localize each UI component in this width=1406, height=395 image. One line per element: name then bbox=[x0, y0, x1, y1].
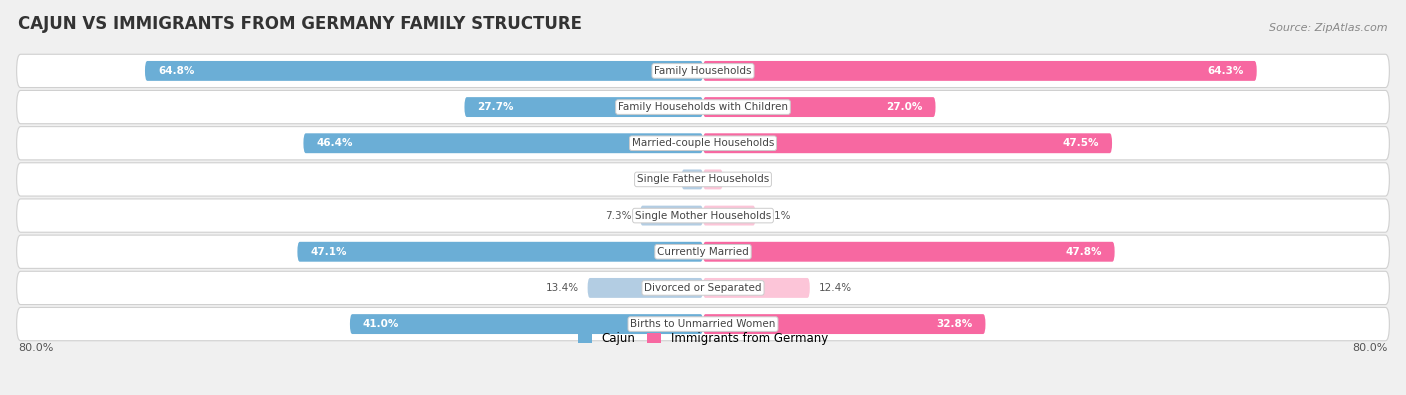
FancyBboxPatch shape bbox=[703, 169, 723, 189]
FancyBboxPatch shape bbox=[464, 97, 703, 117]
Text: Family Households with Children: Family Households with Children bbox=[619, 102, 787, 112]
Text: 47.1%: 47.1% bbox=[311, 247, 347, 257]
FancyBboxPatch shape bbox=[17, 307, 1389, 341]
FancyBboxPatch shape bbox=[17, 163, 1389, 196]
Text: 80.0%: 80.0% bbox=[18, 342, 53, 353]
Text: Currently Married: Currently Married bbox=[657, 247, 749, 257]
FancyBboxPatch shape bbox=[145, 61, 703, 81]
FancyBboxPatch shape bbox=[350, 314, 703, 334]
Text: Divorced or Separated: Divorced or Separated bbox=[644, 283, 762, 293]
FancyBboxPatch shape bbox=[703, 97, 935, 117]
FancyBboxPatch shape bbox=[703, 133, 1112, 153]
FancyBboxPatch shape bbox=[703, 206, 755, 226]
Text: 64.3%: 64.3% bbox=[1208, 66, 1244, 76]
Text: 12.4%: 12.4% bbox=[818, 283, 852, 293]
Text: 64.8%: 64.8% bbox=[157, 66, 194, 76]
Text: CAJUN VS IMMIGRANTS FROM GERMANY FAMILY STRUCTURE: CAJUN VS IMMIGRANTS FROM GERMANY FAMILY … bbox=[18, 15, 582, 33]
Text: Married-couple Households: Married-couple Households bbox=[631, 138, 775, 148]
Text: Births to Unmarried Women: Births to Unmarried Women bbox=[630, 319, 776, 329]
FancyBboxPatch shape bbox=[17, 90, 1389, 124]
Text: 2.5%: 2.5% bbox=[647, 175, 673, 184]
Text: 46.4%: 46.4% bbox=[316, 138, 353, 148]
FancyBboxPatch shape bbox=[17, 199, 1389, 232]
Text: Single Father Households: Single Father Households bbox=[637, 175, 769, 184]
Text: 41.0%: 41.0% bbox=[363, 319, 399, 329]
Legend: Cajun, Immigrants from Germany: Cajun, Immigrants from Germany bbox=[578, 332, 828, 345]
Text: 7.3%: 7.3% bbox=[605, 211, 631, 220]
Text: Family Households: Family Households bbox=[654, 66, 752, 76]
FancyBboxPatch shape bbox=[703, 61, 1257, 81]
Text: Source: ZipAtlas.com: Source: ZipAtlas.com bbox=[1270, 23, 1388, 33]
FancyBboxPatch shape bbox=[17, 271, 1389, 305]
Text: 27.0%: 27.0% bbox=[886, 102, 922, 112]
Text: Single Mother Households: Single Mother Households bbox=[636, 211, 770, 220]
Text: 13.4%: 13.4% bbox=[546, 283, 579, 293]
Text: 6.1%: 6.1% bbox=[763, 211, 790, 220]
Text: 47.5%: 47.5% bbox=[1063, 138, 1099, 148]
FancyBboxPatch shape bbox=[703, 242, 1115, 262]
FancyBboxPatch shape bbox=[17, 54, 1389, 88]
Text: 32.8%: 32.8% bbox=[936, 319, 973, 329]
FancyBboxPatch shape bbox=[703, 314, 986, 334]
Text: 27.7%: 27.7% bbox=[478, 102, 513, 112]
FancyBboxPatch shape bbox=[304, 133, 703, 153]
Text: 80.0%: 80.0% bbox=[1353, 342, 1388, 353]
FancyBboxPatch shape bbox=[640, 206, 703, 226]
FancyBboxPatch shape bbox=[682, 169, 703, 189]
FancyBboxPatch shape bbox=[588, 278, 703, 298]
FancyBboxPatch shape bbox=[17, 235, 1389, 268]
Text: 47.8%: 47.8% bbox=[1066, 247, 1102, 257]
FancyBboxPatch shape bbox=[298, 242, 703, 262]
FancyBboxPatch shape bbox=[703, 278, 810, 298]
Text: 2.3%: 2.3% bbox=[731, 175, 758, 184]
FancyBboxPatch shape bbox=[17, 127, 1389, 160]
